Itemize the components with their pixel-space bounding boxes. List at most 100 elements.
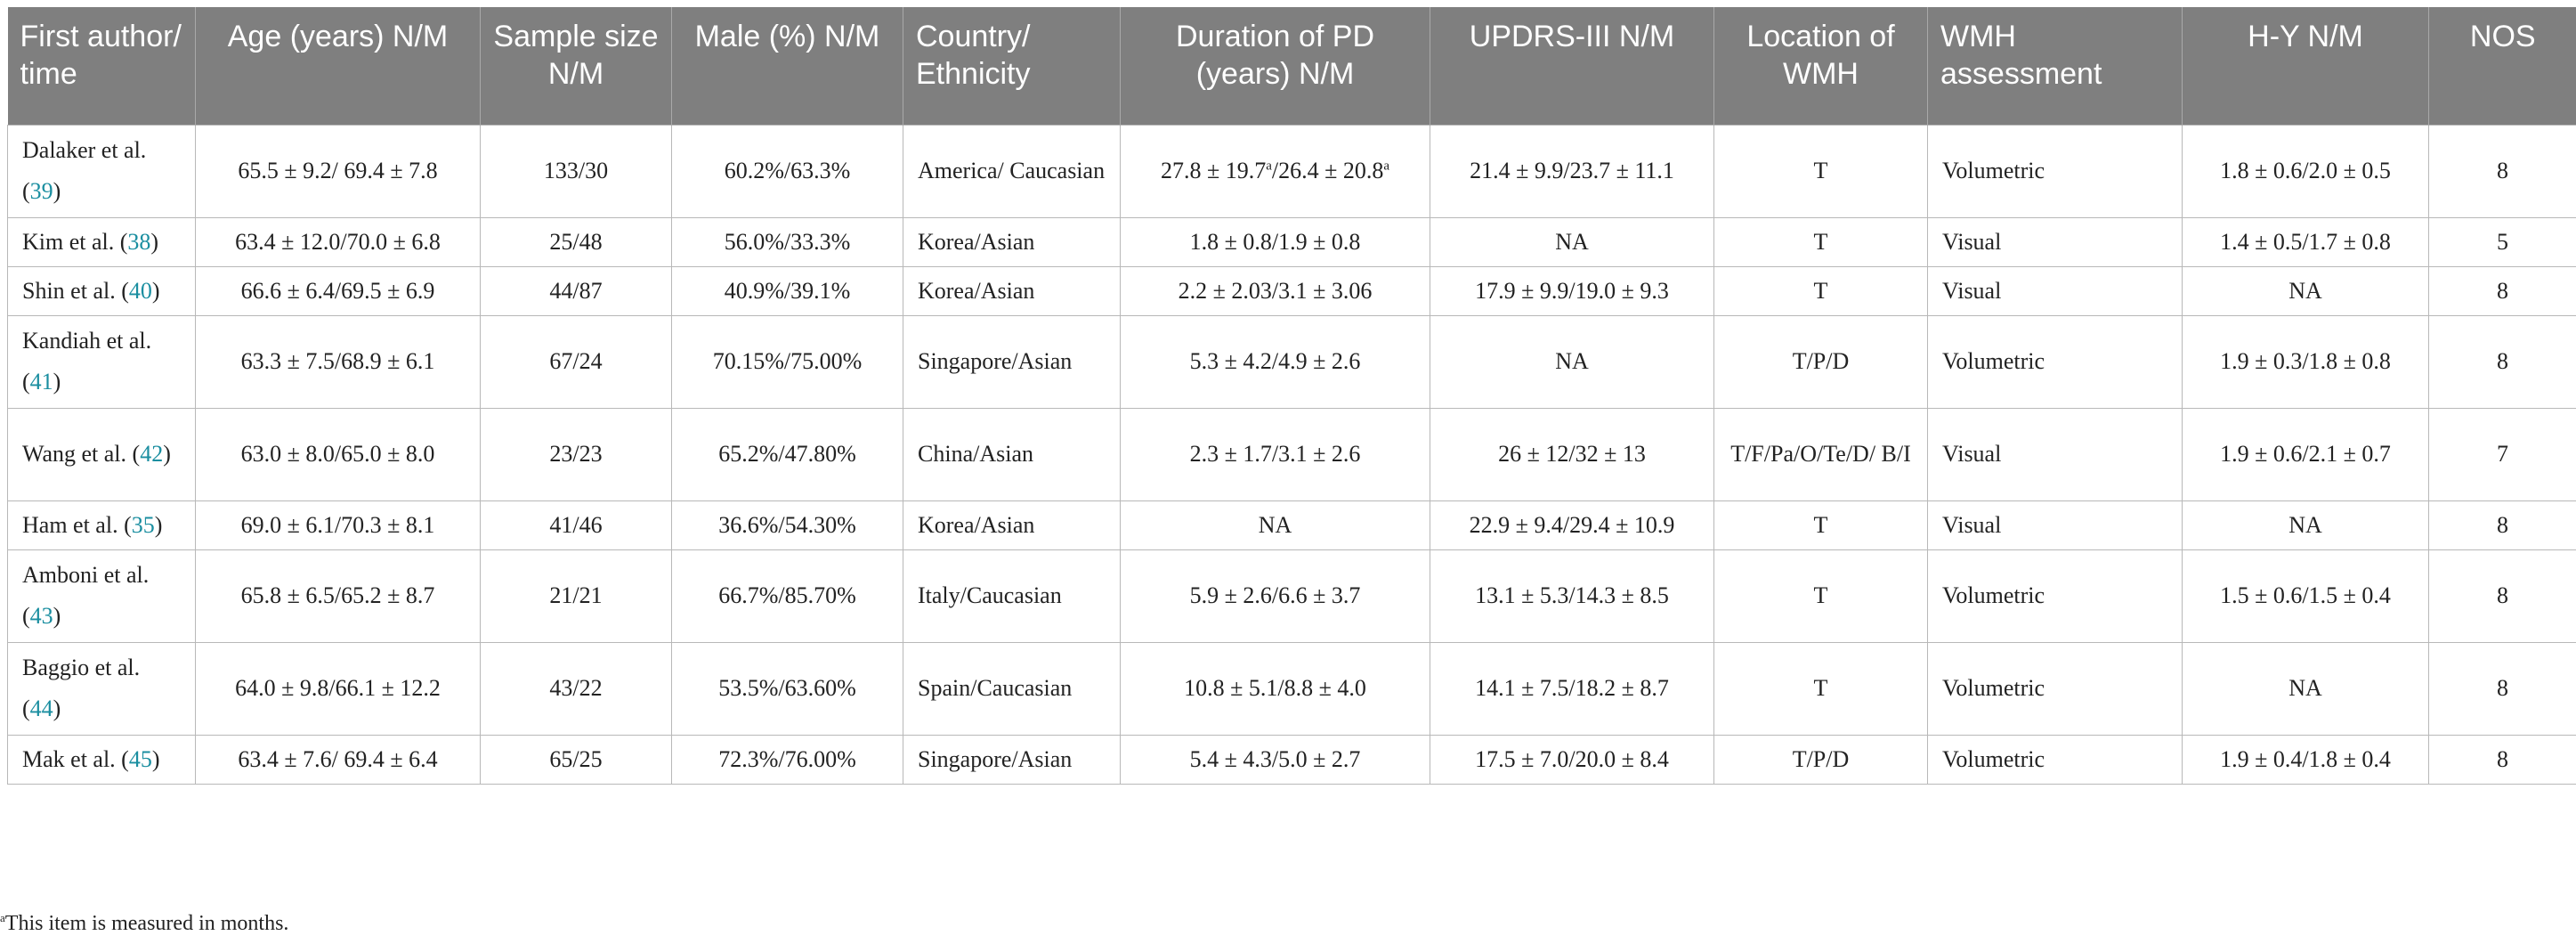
header-updrs: UPDRS-III N/M [1430,7,1714,125]
cell-updrs: NA [1430,314,1714,409]
cell-sample: 25/48 [480,216,672,267]
cell-location: T [1713,216,1928,267]
cell-location: T/P/D [1713,734,1928,785]
cell-hy: 1.4 ± 0.5/1.7 ± 0.8 [2182,216,2429,267]
cell-location: T/F/Pa/O/Te/D/ B/I [1713,407,1928,501]
cell-location: T [1713,265,1928,316]
cell-nos: 8 [2428,549,2576,643]
footnote-marker: a [1266,159,1272,174]
header-location: Location of WMH [1713,7,1928,125]
cell-country: America/ Caucasian [903,124,1121,218]
cell-nos: 8 [2428,314,2576,409]
cell-assessment: Volumetric [1927,549,2183,643]
reference-link[interactable]: 43 [29,603,53,629]
cell-author: Wang et al. (42) [7,407,196,501]
cell-nos: 8 [2428,641,2576,736]
reference-link[interactable]: 44 [29,696,53,721]
cell-age: 63.3 ± 7.5/68.9 ± 6.1 [195,314,481,409]
cell-male: 40.9%/39.1% [671,265,903,316]
cell-male: 36.6%/54.30% [671,500,903,550]
header-author: First author/ time [7,7,196,125]
cell-updrs: NA [1430,216,1714,267]
cell-hy: NA [2182,500,2429,550]
cell-assessment: Visual [1927,216,2183,267]
cell-nos: 8 [2428,734,2576,785]
header-hy: H-Y N/M [2182,7,2429,125]
reference-link[interactable]: 41 [29,369,53,395]
cell-hy: 1.8 ± 0.6/2.0 ± 0.5 [2182,124,2429,218]
cell-male: 70.15%/75.00% [671,314,903,409]
cell-author: Baggio et al. (44) [7,641,196,736]
cell-assessment: Volumetric [1927,641,2183,736]
header-country: Country/ Ethnicity [903,7,1121,125]
cell-assessment: Visual [1927,407,2183,501]
cell-duration: 2.2 ± 2.03/3.1 ± 3.06 [1120,265,1430,316]
reference-link[interactable]: 39 [29,178,53,204]
table-row: Amboni et al. (43) 65.8 ± 6.5/65.2 ± 8.7… [7,549,2576,643]
cell-updrs: 22.9 ± 9.4/29.4 ± 10.9 [1430,500,1714,550]
cell-country: Singapore/Asian [903,314,1121,409]
cell-nos: 8 [2428,265,2576,316]
cell-assessment: Volumetric [1927,734,2183,785]
cell-assessment: Volumetric [1927,124,2183,218]
cell-male: 65.2%/47.80% [671,407,903,501]
cell-author: Mak et al. (45) [7,734,196,785]
reference-link[interactable]: 45 [128,745,152,772]
cell-country: Korea/Asian [903,265,1121,316]
header-age: Age (years) N/M [195,7,481,125]
study-characteristics-table: First author/ time Age (years) N/M Sampl… [7,7,2576,785]
cell-author: Kandiah et al. (41) [7,314,196,409]
reference-link[interactable]: 38 [127,228,151,255]
cell-location: T/P/D [1713,314,1928,409]
cell-duration: 5.9 ± 2.6/6.6 ± 3.7 [1120,549,1430,643]
cell-male: 72.3%/76.00% [671,734,903,785]
reference-link[interactable]: 42 [140,441,164,467]
cell-country: Korea/Asian [903,216,1121,267]
cell-age: 63.4 ± 12.0/70.0 ± 6.8 [195,216,481,267]
header-sample-size: Sample size N/M [480,7,672,125]
cell-sample: 41/46 [480,500,672,550]
cell-hy: 1.5 ± 0.6/1.5 ± 0.4 [2182,549,2429,643]
cell-hy: NA [2182,265,2429,316]
table-footnote: aThis item is measured in months. [0,912,288,936]
cell-age: 63.0 ± 8.0/65.0 ± 8.0 [195,407,481,501]
header-duration: Duration of PD (years) N/M [1120,7,1430,125]
cell-age: 65.8 ± 6.5/65.2 ± 8.7 [195,549,481,643]
cell-author: Dalaker et al. (39) [7,124,196,218]
reference-link[interactable]: 35 [131,511,155,538]
cell-sample: 21/21 [480,549,672,643]
cell-location: T [1713,500,1928,550]
table-row: Kim et al. (38) 63.4 ± 12.0/70.0 ± 6.8 2… [7,216,2576,267]
footnote-text: This item is measured in months. [4,912,289,935]
cell-updrs: 21.4 ± 9.9/23.7 ± 11.1 [1430,124,1714,218]
cell-duration: 10.8 ± 5.1/8.8 ± 4.0 [1120,641,1430,736]
cell-duration: 5.3 ± 4.2/4.9 ± 2.6 [1120,314,1430,409]
cell-author: Kim et al. (38) [7,216,196,267]
table-row: Mak et al. (45) 63.4 ± 7.6/ 69.4 ± 6.4 6… [7,734,2576,785]
header-male: Male (%) N/M [671,7,903,125]
cell-nos: 5 [2428,216,2576,267]
cell-male: 56.0%/33.3% [671,216,903,267]
cell-sample: 65/25 [480,734,672,785]
table-row: Shin et al. (40) 66.6 ± 6.4/69.5 ± 6.9 4… [7,265,2576,316]
table-row: Baggio et al. (44) 64.0 ± 9.8/66.1 ± 12.… [7,641,2576,736]
cell-assessment: Visual [1927,500,2183,550]
cell-updrs: 14.1 ± 7.5/18.2 ± 8.7 [1430,641,1714,736]
header-assessment: WMH assessment [1927,7,2183,125]
cell-country: Spain/Caucasian [903,641,1121,736]
cell-author: Shin et al. (40) [7,265,196,316]
footnote-marker: a [1383,159,1390,174]
cell-nos: 8 [2428,124,2576,218]
cell-age: 66.6 ± 6.4/69.5 ± 6.9 [195,265,481,316]
cell-hy: 1.9 ± 0.6/2.1 ± 0.7 [2182,407,2429,501]
cell-duration: NA [1120,500,1430,550]
cell-country: Korea/Asian [903,500,1121,550]
cell-sample: 23/23 [480,407,672,501]
table-row: Ham et al. (35) 69.0 ± 6.1/70.3 ± 8.1 41… [7,500,2576,550]
cell-sample: 44/87 [480,265,672,316]
cell-age: 63.4 ± 7.6/ 69.4 ± 6.4 [195,734,481,785]
cell-duration: 2.3 ± 1.7/3.1 ± 2.6 [1120,407,1430,501]
cell-age: 64.0 ± 9.8/66.1 ± 12.2 [195,641,481,736]
cell-location: T [1713,549,1928,643]
reference-link[interactable]: 40 [128,277,152,304]
